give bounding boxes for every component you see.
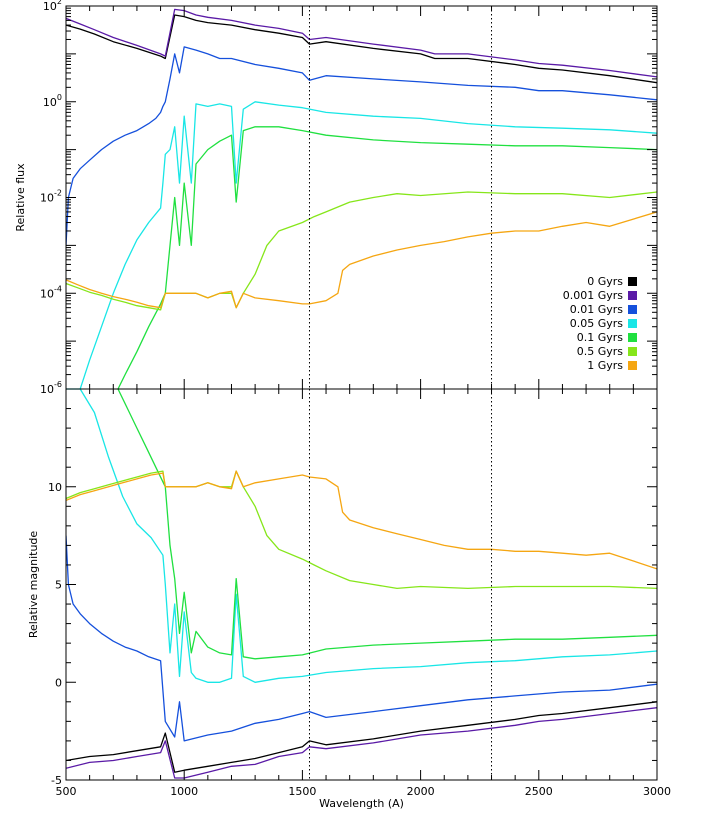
bottom-series-1gyrs-line xyxy=(66,470,657,570)
x-axis-label: Wavelength (A) xyxy=(319,797,404,810)
x-tick-label: 500 xyxy=(56,785,77,798)
bottom-series-0gyrs-line xyxy=(66,701,657,773)
bottom-y-tick-label: -5 xyxy=(51,774,62,787)
top-series-0p001gyrs-line xyxy=(66,8,657,78)
legend-swatch xyxy=(628,347,637,356)
top-series-0gyrs-line xyxy=(66,14,657,84)
legend-swatch xyxy=(628,333,637,342)
bottom-series-0p001gyrs-line xyxy=(66,707,657,779)
legend-label: 0.001 Gyrs xyxy=(563,289,624,302)
x-tick-label: 2000 xyxy=(407,785,435,798)
legend-label: 0 Gyrs xyxy=(587,275,623,288)
bottom-y-tick-labels: -5 0 5 10 xyxy=(48,481,62,787)
bottom-series-0p5gyrs-line xyxy=(66,470,657,590)
x-tick-label: 1500 xyxy=(288,785,316,798)
top-y-tick-labels: 102 100 10-2 10-4 10-6 xyxy=(40,0,62,396)
legend-label: 0.05 Gyrs xyxy=(570,317,624,330)
x-tick-label: 2500 xyxy=(525,785,553,798)
top-y-tick-label: 102 xyxy=(43,0,62,13)
legend-label: 0.01 Gyrs xyxy=(570,303,624,316)
legend-label: 1 Gyrs xyxy=(587,359,623,372)
top-reference-lines xyxy=(308,6,493,389)
x-tick-labels: 500 1000 1500 2000 2500 3000 xyxy=(56,785,672,798)
bottom-axis-ticks xyxy=(65,388,658,781)
bottom-series-0p01gyrs-line xyxy=(66,535,657,742)
legend-label: 0.1 Gyrs xyxy=(577,331,624,344)
bottom-y-axis-label: Relative magnitude xyxy=(27,531,40,639)
legend-swatch xyxy=(628,277,637,286)
top-series-group xyxy=(66,8,657,389)
top-series-0p05gyrs-line xyxy=(66,101,657,389)
legend-swatch xyxy=(628,361,637,370)
x-tick-label: 3000 xyxy=(643,785,671,798)
bottom-series-0p1gyrs-line xyxy=(117,389,657,660)
top-panel-frame xyxy=(65,5,658,390)
legend-swatch xyxy=(628,291,637,300)
x-tick-label: 1000 xyxy=(170,785,198,798)
top-y-tick-label: 100 xyxy=(43,93,62,109)
legend-label: 0.5 Gyrs xyxy=(577,345,624,358)
bottom-reference-lines xyxy=(308,389,493,780)
bottom-panel-frame xyxy=(65,388,658,781)
bottom-y-tick-label: 10 xyxy=(48,481,62,494)
bottom-y-tick-label: 5 xyxy=(55,579,62,592)
top-series-0p01gyrs-line xyxy=(66,46,657,246)
bottom-y-tick-label: 0 xyxy=(55,676,62,689)
top-axis-ticks xyxy=(65,5,658,390)
bottom-series-group xyxy=(66,389,657,779)
top-y-axis-label: Relative flux xyxy=(14,163,27,232)
bottom-panel: -5 0 5 10 500 1000 1500 2000 2500 3000 Relative … xyxy=(27,388,672,810)
legend-swatch xyxy=(628,305,637,314)
top-y-tick-label: 10-4 xyxy=(40,284,62,300)
top-y-tick-label: 10-2 xyxy=(40,189,62,205)
top-y-tick-label: 10-6 xyxy=(40,380,62,396)
bottom-series-0p05gyrs-line xyxy=(66,389,657,683)
top-series-1gyrs-line xyxy=(66,211,657,309)
legend-swatch xyxy=(628,319,637,328)
